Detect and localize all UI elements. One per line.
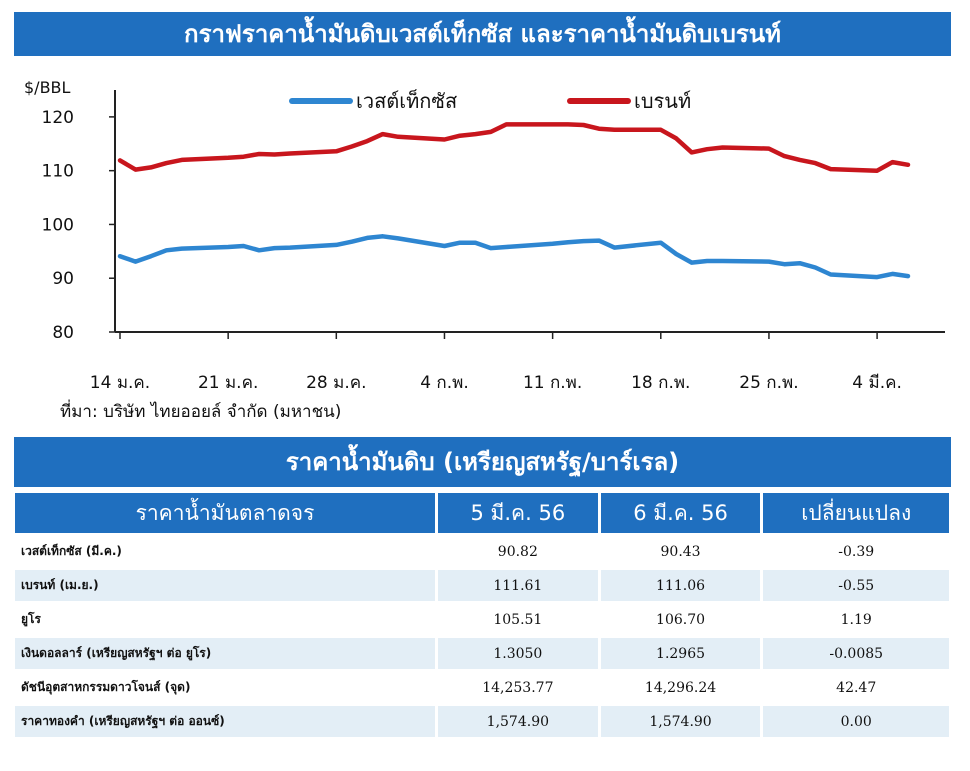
header-market: ราคาน้ำมันตลาดจร	[15, 493, 435, 533]
y-axis-label: $/BBL	[24, 78, 71, 97]
y-tick-label: 110	[42, 162, 74, 182]
value-mar5: 111.61	[438, 570, 598, 601]
x-tick-label: 28 ม.ค.	[306, 373, 366, 393]
value-mar6: 1,574.90	[600, 706, 761, 737]
row-label: ราคาทองคำ (เหรียญสหรัฐฯ ต่อ ออนซ์)	[15, 706, 435, 737]
value-change: 42.47	[763, 672, 949, 703]
value-mar6: 106.70	[600, 604, 761, 635]
legend-label-1: เวสต์เท็กซัส	[356, 88, 457, 113]
oil-price-line-chart: 80 90 100 110 120 $/BBL 14 ม.ค. 21 ม.ค. 28 ม.ค. 4…	[24, 78, 945, 393]
value-change: -0.39	[763, 536, 949, 567]
table-title-banner: ราคาน้ำมันดิบ (เหรียญสหรัฐ/บาร์เรล)	[14, 437, 951, 487]
oil-price-table: ราคาน้ำมันตลาดจร 5 มี.ค. 56 6 มี.ค. 56 เ…	[12, 490, 952, 740]
header-change: เปลี่ยนแปลง	[763, 493, 949, 533]
chart-title-banner: กราฟราคาน้ำมันดิบเวสต์เท็กซัส และราคาน้ำ…	[14, 12, 951, 56]
value-mar6: 14,296.24	[600, 672, 761, 703]
row-label: เวสต์เท็กซัส (มี.ค.)	[15, 536, 435, 567]
value-change: -0.55	[763, 570, 949, 601]
value-mar6: 111.06	[600, 570, 761, 601]
table-row: ยูโร 105.51 106.70 1.19	[15, 604, 949, 635]
value-change: -0.0085	[763, 638, 949, 669]
value-mar5: 1.3050	[438, 638, 598, 669]
value-mar6: 1.2965	[600, 638, 761, 669]
table-row: ดัชนีอุตสาหกรรมดาวโจนส์ (จุด) 14,253.77 …	[15, 672, 949, 703]
y-tick-label: 80	[52, 323, 74, 343]
table-header-row: ราคาน้ำมันตลาดจร 5 มี.ค. 56 6 มี.ค. 56 เ…	[15, 493, 949, 533]
row-label: ดัชนีอุตสาหกรรมดาวโจนส์ (จุด)	[15, 672, 435, 703]
header-mar5: 5 มี.ค. 56	[438, 493, 598, 533]
value-mar5: 14,253.77	[438, 672, 598, 703]
x-tick-label: 4 มี.ค.	[852, 373, 902, 393]
series-line-2	[117, 122, 911, 173]
value-mar5: 1,574.90	[438, 706, 598, 737]
row-label: ยูโร	[15, 604, 435, 635]
x-tick-label: 4 ก.พ.	[420, 373, 469, 393]
value-change: 1.19	[763, 604, 949, 635]
table-row: เวสต์เท็กซัส (มี.ค.) 90.82 90.43 -0.39	[15, 536, 949, 567]
source-note: ที่มา: บริษัท ไทยออยล์ จำกัด (มหาชน)	[60, 402, 342, 422]
x-tick-label: 14 ม.ค.	[90, 373, 150, 393]
row-label: เงินดอลลาร์ (เหรียญสหรัฐฯ ต่อ ยูโร)	[15, 638, 435, 669]
x-tick-label: 25 ก.พ.	[739, 373, 798, 393]
value-mar6: 90.43	[600, 536, 761, 567]
value-mar5: 105.51	[438, 604, 598, 635]
x-tick-label: 18 ก.พ.	[631, 373, 690, 393]
table-row: เบรนท์ (เม.ย.) 111.61 111.06 -0.55	[15, 570, 949, 601]
x-tick-label: 11 ก.พ.	[523, 373, 582, 393]
y-tick-label: 90	[52, 269, 74, 289]
x-tick-label: 21 ม.ค.	[198, 373, 258, 393]
series-line-1	[117, 234, 911, 280]
y-tick-label: 100	[42, 215, 74, 235]
table-row: เงินดอลลาร์ (เหรียญสหรัฐฯ ต่อ ยูโร) 1.30…	[15, 638, 949, 669]
table-row: ราคาทองคำ (เหรียญสหรัฐฯ ต่อ ออนซ์) 1,574…	[15, 706, 949, 737]
y-tick-label: 120	[42, 108, 74, 128]
legend-label-2: เบรนท์	[634, 89, 691, 113]
header-mar6: 6 มี.ค. 56	[600, 493, 761, 533]
value-mar5: 90.82	[438, 536, 598, 567]
row-label: เบรนท์ (เม.ย.)	[15, 570, 435, 601]
value-change: 0.00	[763, 706, 949, 737]
